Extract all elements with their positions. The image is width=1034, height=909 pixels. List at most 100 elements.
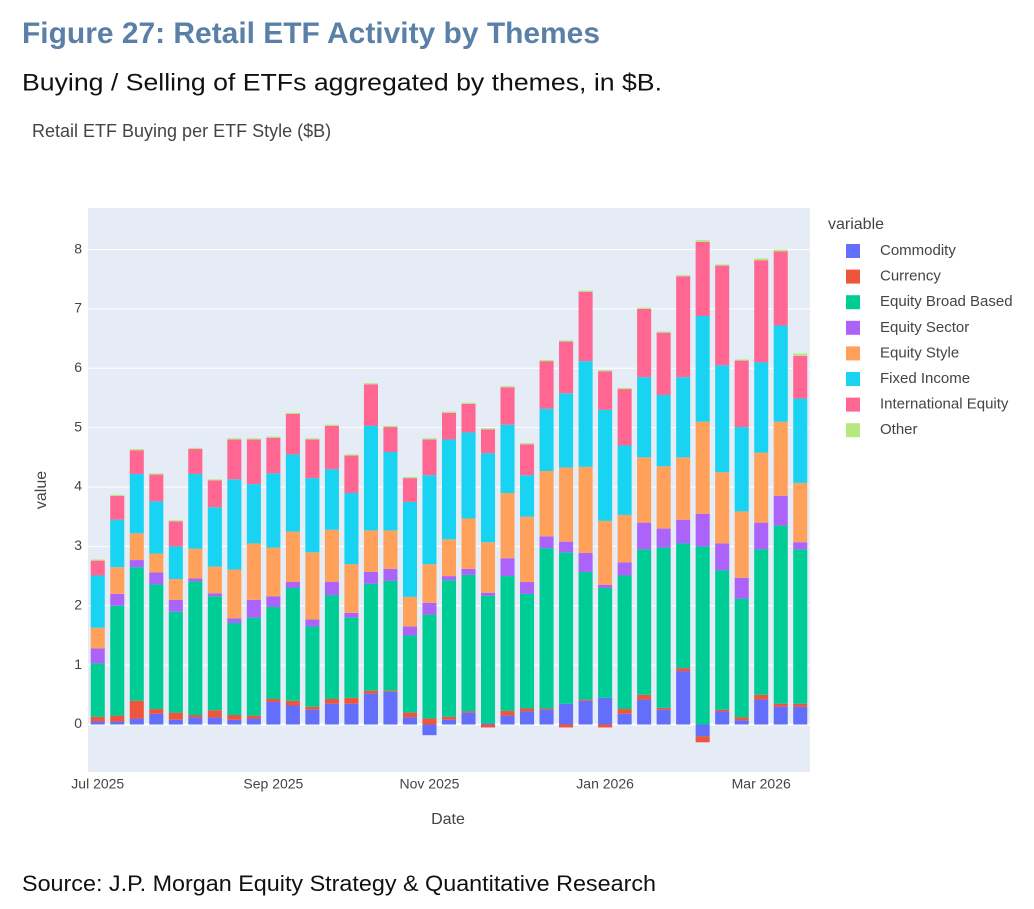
bar-segment bbox=[734, 427, 749, 512]
bar-segment bbox=[598, 370, 613, 372]
bar-segment bbox=[149, 572, 164, 585]
bar-segment bbox=[520, 582, 535, 594]
bar-segment bbox=[324, 425, 339, 470]
bar-segment bbox=[266, 473, 281, 548]
bar-segment bbox=[246, 484, 261, 544]
bar-segment bbox=[656, 466, 671, 529]
bar-segment bbox=[422, 614, 437, 719]
bar-segment bbox=[90, 627, 105, 649]
bar-segment bbox=[520, 443, 535, 445]
bar-segment bbox=[656, 395, 671, 467]
bar-segment bbox=[773, 703, 788, 707]
bar-segment bbox=[734, 511, 749, 578]
bar-segment bbox=[656, 331, 671, 333]
bar-segment bbox=[559, 703, 574, 725]
bar-segment bbox=[715, 264, 730, 266]
bar-segment bbox=[344, 564, 359, 613]
bar-segment bbox=[461, 402, 476, 404]
legend-swatch bbox=[846, 269, 860, 284]
bar-segment bbox=[266, 701, 281, 725]
bar-segment bbox=[363, 571, 378, 584]
bar-segment bbox=[656, 707, 671, 710]
bar-segment bbox=[441, 539, 457, 577]
bar-segment bbox=[676, 519, 691, 544]
bar-segment bbox=[715, 711, 730, 725]
bar-segment bbox=[500, 386, 515, 388]
bar-segment bbox=[481, 723, 496, 725]
bar-segment bbox=[559, 724, 574, 728]
bar-segment bbox=[754, 549, 769, 695]
bar-segment bbox=[637, 308, 652, 378]
bar-segment bbox=[110, 494, 125, 496]
bar-segment bbox=[715, 570, 730, 710]
bar-segment bbox=[266, 596, 281, 607]
bar-segment bbox=[402, 476, 417, 479]
bar-segment bbox=[578, 700, 593, 725]
bar-segment bbox=[129, 473, 144, 534]
bar-segment bbox=[559, 541, 574, 553]
bar-segment bbox=[520, 711, 535, 725]
legend-swatch bbox=[846, 320, 860, 335]
bar-segment bbox=[110, 721, 125, 725]
bar-segment bbox=[793, 398, 808, 483]
y-tick-label: 2 bbox=[74, 596, 82, 612]
source-note: Source: J.P. Morgan Equity Strategy & Qu… bbox=[22, 871, 656, 896]
bar-segment bbox=[500, 558, 515, 577]
bar-segment bbox=[324, 703, 339, 725]
x-tick-label: Mar 2026 bbox=[732, 776, 791, 792]
y-axis-label: value bbox=[33, 471, 50, 509]
bar-segment bbox=[344, 697, 359, 704]
bar-segment bbox=[324, 424, 339, 426]
bar-segment bbox=[363, 693, 378, 725]
bar-segment bbox=[656, 709, 671, 725]
bar-segment bbox=[734, 577, 749, 599]
bar-segment bbox=[227, 439, 242, 480]
bar-segment bbox=[539, 536, 554, 549]
bar-segment bbox=[110, 715, 125, 722]
bar-segment bbox=[676, 457, 691, 520]
bar-segment bbox=[207, 507, 222, 567]
x-tick-label: Sep 2025 bbox=[243, 776, 303, 792]
bar-segment bbox=[598, 409, 613, 521]
bar-segment bbox=[188, 717, 203, 725]
bar-segment bbox=[285, 582, 300, 588]
y-tick-label: 8 bbox=[74, 240, 82, 256]
bar-segment bbox=[305, 478, 320, 553]
bar-segment bbox=[676, 671, 691, 725]
bar-segment bbox=[129, 700, 144, 719]
bar-segment bbox=[90, 716, 105, 722]
legend-label: Equity Style bbox=[880, 344, 959, 361]
bar-segment bbox=[90, 663, 105, 717]
bar-segment bbox=[168, 521, 183, 547]
bar-segment bbox=[422, 602, 437, 615]
bar-segment bbox=[773, 525, 788, 704]
bar-segment bbox=[285, 412, 300, 415]
bar-segment bbox=[793, 542, 808, 550]
bar-segment bbox=[168, 719, 183, 725]
bar-segment bbox=[363, 583, 378, 691]
bar-segment bbox=[598, 520, 613, 585]
bar-segment bbox=[695, 513, 710, 547]
bar-segment bbox=[285, 705, 300, 725]
bar-segment bbox=[188, 548, 203, 579]
bar-segment bbox=[227, 622, 242, 716]
bar-segment bbox=[129, 533, 144, 561]
bar-segment bbox=[90, 648, 105, 664]
bar-segment bbox=[168, 546, 183, 580]
bar-segment bbox=[441, 580, 457, 717]
bar-segment bbox=[90, 560, 105, 576]
bar-segment bbox=[266, 547, 281, 597]
bar-segment bbox=[422, 564, 437, 603]
bar-segment bbox=[344, 612, 359, 618]
legend-swatch bbox=[846, 372, 860, 386]
bar-segment bbox=[754, 258, 769, 261]
bar-segment bbox=[500, 424, 515, 493]
bar-segment bbox=[617, 445, 632, 515]
bar-segment bbox=[402, 478, 417, 502]
y-tick-label: 6 bbox=[74, 359, 82, 375]
bar-segment bbox=[402, 626, 417, 636]
bar-segment bbox=[227, 715, 242, 720]
x-tick-label: Jan 2026 bbox=[576, 776, 634, 792]
bar-segment bbox=[363, 384, 378, 426]
bar-segment bbox=[266, 436, 281, 438]
